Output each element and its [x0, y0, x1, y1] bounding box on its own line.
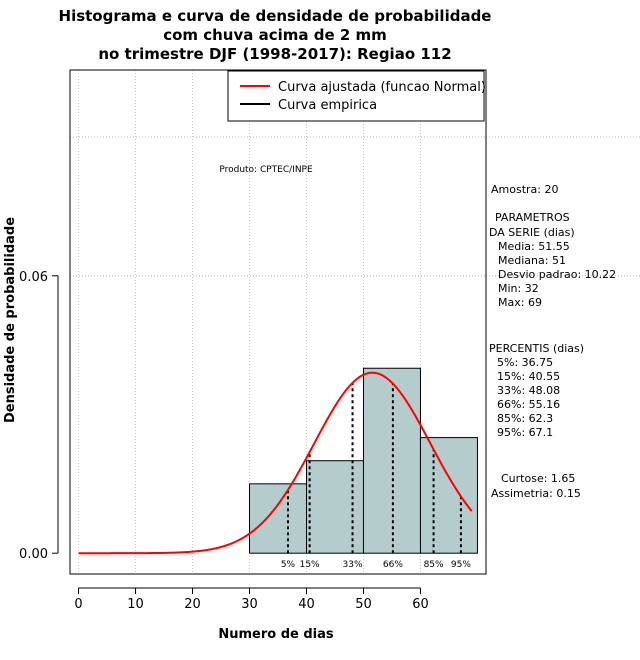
title-line-2: com chuva acima de 2 mm: [163, 26, 387, 44]
histogram-bar-1: [305, 460, 364, 554]
percentile-label-5: 95%: [451, 560, 471, 570]
legend-box: [227, 70, 485, 122]
chart-title: Histograma e curva de densidade de proba…: [59, 7, 492, 63]
title-line-3: no trimestre DJF (1998-2017): Regiao 112: [98, 45, 451, 63]
x-tick-label-0: 0: [74, 597, 82, 612]
x-tick-label-1: 10: [127, 597, 144, 612]
percentis-header: PERCENTIS (dias): [489, 342, 584, 355]
x-tick-label-6: 60: [412, 597, 429, 612]
percentile-lines: [286, 382, 462, 554]
param-mediana: Mediana: 51: [498, 254, 566, 267]
sample-size: Amostra: 20: [491, 183, 558, 196]
y-tick-label-1: 0.06: [19, 270, 48, 285]
y-axis-label: Densidade de probabilidade: [3, 217, 18, 423]
param-media: Media: 51.55: [498, 240, 570, 253]
x-tick-label-3: 30: [241, 597, 258, 612]
percentil-5: 5%: 36.75: [497, 356, 553, 369]
percentile-label-0: 5%: [281, 560, 296, 570]
legend: Curva ajustada (funcao Normal) Curva emp…: [227, 70, 486, 122]
assimetria: Assimetria: 0.15: [491, 487, 581, 500]
param-max: Max: 69: [498, 296, 542, 309]
x-tick-label-2: 20: [184, 597, 201, 612]
histogram-bar-3: [419, 437, 478, 554]
param-desvio: Desvio padrao: 10.22: [498, 268, 616, 281]
params-header-1: PARAMETROS: [495, 211, 570, 224]
histogram-bar-0: [249, 483, 307, 554]
legend-label-empirical: Curva empirica: [278, 98, 377, 113]
normal-curve-line: [78, 371, 473, 555]
y-tick-label-0: 0.00: [19, 547, 48, 562]
percentil-66: 66%: 55.16: [497, 398, 560, 411]
legend-label-fitted: Curva ajustada (funcao Normal): [278, 80, 486, 95]
x-axis-label: Numero de dias: [218, 627, 334, 642]
percentil-95: 95%: 67.1: [497, 426, 553, 439]
percentil-33: 33%: 48.08: [497, 384, 560, 397]
grid-lines: [70, 70, 640, 574]
histogram-bars: [249, 367, 478, 554]
percentil-15: 15%: 40.55: [497, 370, 560, 383]
y-axis: 0.00 0.06: [19, 270, 59, 562]
normal-curve: [78, 371, 473, 555]
product-annotation: Produto: CPTEC/INPE: [219, 165, 313, 175]
param-min: Min: 32: [498, 282, 539, 295]
percentile-label-4: 85%: [424, 560, 444, 570]
title-line-1: Histograma e curva de densidade de proba…: [59, 7, 492, 25]
percentile-label-1: 15%: [300, 560, 320, 570]
x-axis: 0 10 20 30 40 50 60: [74, 587, 429, 612]
percentile-label-2: 33%: [343, 560, 363, 570]
stats-panel: Amostra: 20 PARAMETROS DA SERIE (dias) M…: [489, 183, 616, 500]
x-tick-label-4: 40: [298, 597, 315, 612]
params-header-2: DA SERIE (dias): [489, 226, 575, 239]
plot-frame: [69, 69, 487, 575]
percentil-85: 85%: 62.3: [497, 412, 553, 425]
curtose: Curtose: 1.65: [501, 472, 575, 485]
percentile-labels: 5% 15% 33% 66% 85% 95%: [281, 560, 472, 570]
x-tick-label-5: 50: [355, 597, 372, 612]
percentile-label-3: 66%: [383, 560, 403, 570]
